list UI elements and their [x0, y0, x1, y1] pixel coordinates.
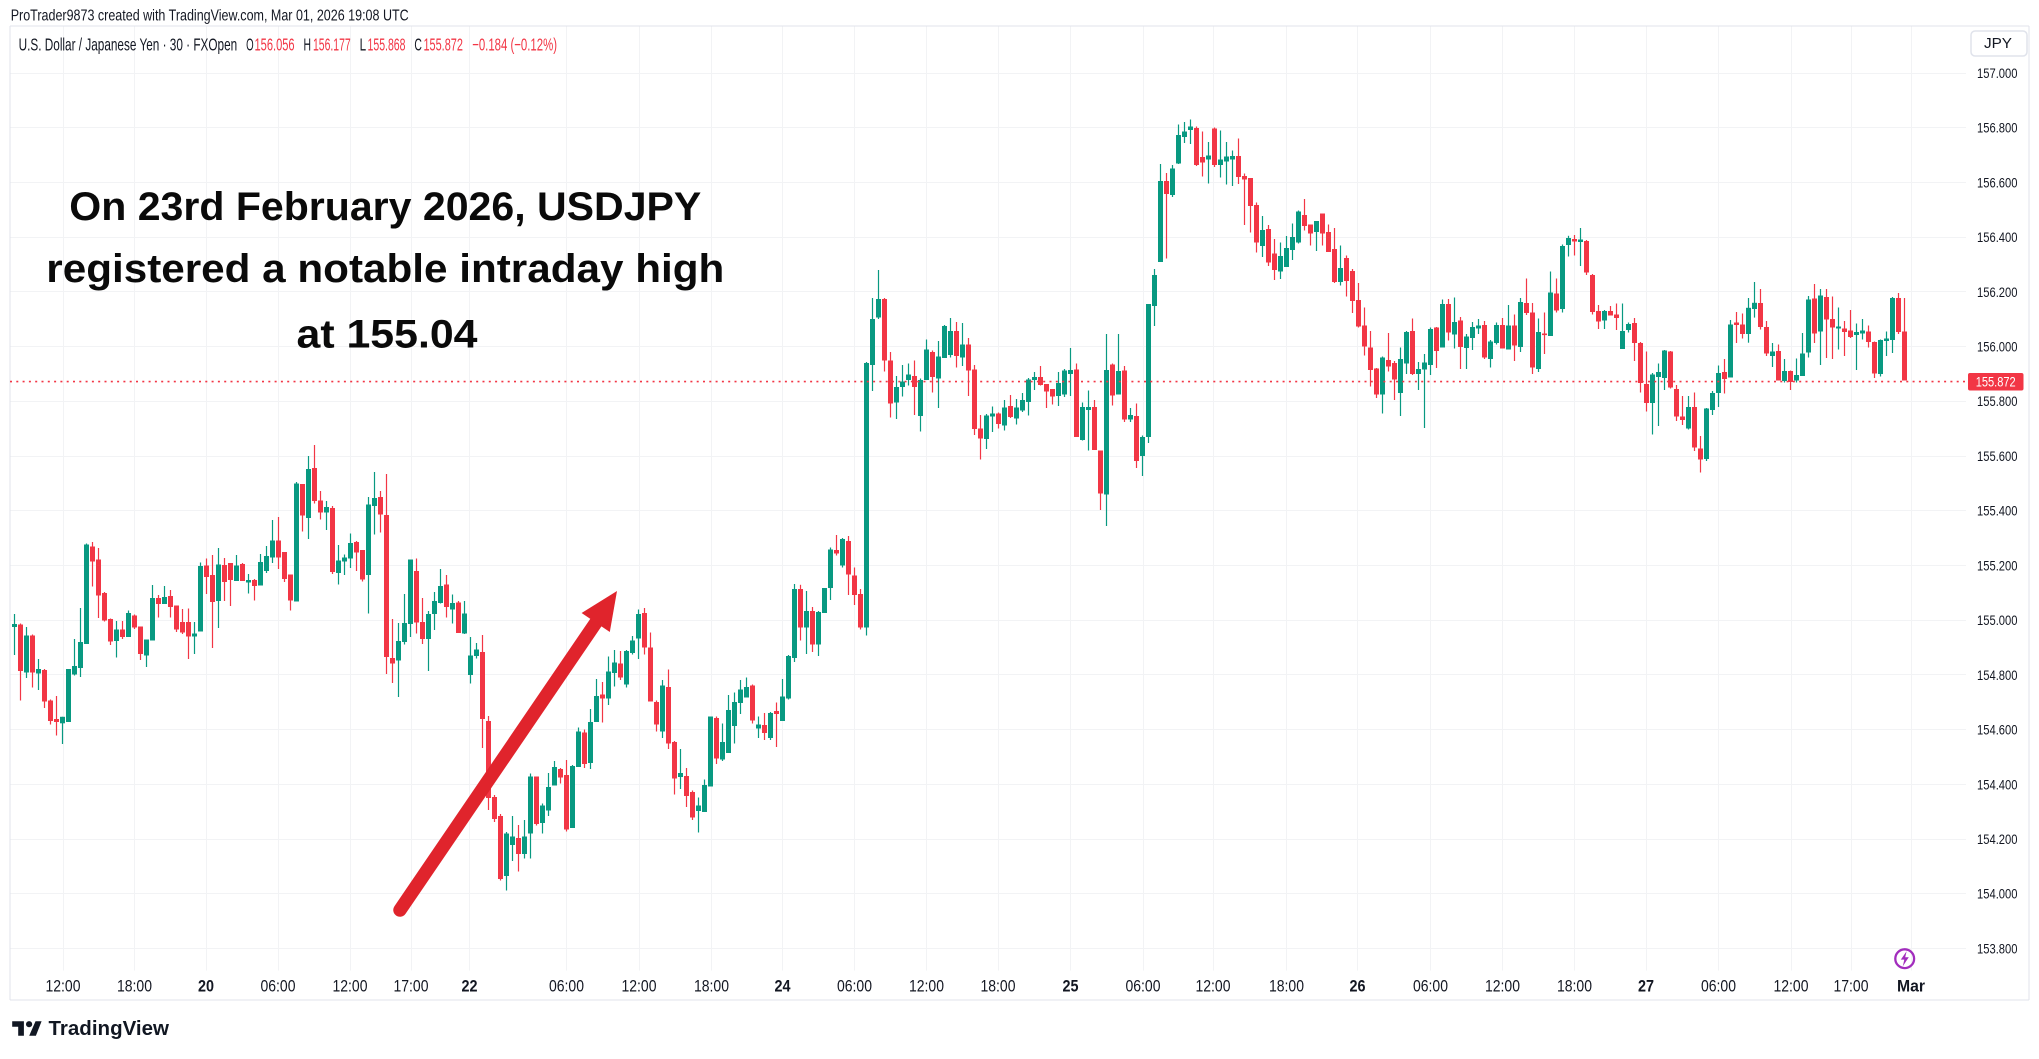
svg-text:On 23rd February 2026, USDJPY: On 23rd February 2026, USDJPY	[69, 185, 701, 229]
svg-text:155.872: 155.872	[424, 34, 463, 54]
svg-text:O: O	[246, 34, 254, 54]
svg-text:JPY: JPY	[1984, 36, 2012, 52]
svg-text:155.800: 155.800	[1977, 394, 2018, 409]
svg-text:06:00: 06:00	[1701, 978, 1736, 996]
svg-text:12:00: 12:00	[46, 978, 81, 996]
svg-text:17:00: 17:00	[394, 978, 429, 996]
svg-text:U.S. Dollar / Japanese Yen · 3: U.S. Dollar / Japanese Yen · 30 · FXOpen	[19, 34, 238, 54]
svg-text:156.177: 156.177	[313, 34, 351, 54]
svg-text:06:00: 06:00	[837, 978, 872, 996]
svg-text:156.800: 156.800	[1977, 121, 2018, 136]
svg-text:20: 20	[198, 978, 214, 996]
svg-text:155.000: 155.000	[1977, 613, 2018, 628]
svg-text:157.000: 157.000	[1977, 66, 2018, 81]
svg-text:12:00: 12:00	[1196, 978, 1231, 996]
svg-text:153.800: 153.800	[1977, 941, 2018, 956]
svg-text:registered a notable intraday: registered a notable intraday high	[46, 247, 724, 291]
svg-text:155.400: 155.400	[1977, 504, 2018, 519]
svg-text:17:00: 17:00	[1834, 978, 1869, 996]
svg-text:155.872: 155.872	[1976, 375, 2016, 390]
svg-text:154.000: 154.000	[1977, 887, 2018, 902]
svg-text:154.200: 154.200	[1977, 832, 2018, 847]
svg-text:24: 24	[775, 978, 792, 996]
svg-text:H: H	[304, 34, 312, 54]
svg-text:154.600: 154.600	[1977, 723, 2018, 738]
svg-text:156.056: 156.056	[255, 34, 295, 54]
svg-text:18:00: 18:00	[694, 978, 729, 996]
svg-text:25: 25	[1063, 978, 1079, 996]
svg-text:18:00: 18:00	[1269, 978, 1304, 996]
svg-text:27: 27	[1638, 978, 1654, 996]
svg-text:154.800: 154.800	[1977, 668, 2018, 683]
svg-text:156.600: 156.600	[1977, 175, 2018, 190]
svg-text:06:00: 06:00	[549, 978, 584, 996]
svg-text:26: 26	[1350, 978, 1366, 996]
svg-text:18:00: 18:00	[1557, 978, 1592, 996]
svg-text:12:00: 12:00	[909, 978, 944, 996]
svg-text:155.600: 155.600	[1977, 449, 2018, 464]
svg-text:06:00: 06:00	[1126, 978, 1161, 996]
svg-text:22: 22	[462, 978, 478, 996]
svg-text:L: L	[360, 34, 367, 54]
svg-text:at 155.04: at 155.04	[297, 312, 479, 356]
svg-text:−0.184 (−0.12%): −0.184 (−0.12%)	[472, 34, 557, 54]
svg-text:ProTrader9873 created with Tra: ProTrader9873 created with TradingView.c…	[11, 8, 409, 25]
svg-text:12:00: 12:00	[1774, 978, 1809, 996]
svg-text:156.000: 156.000	[1977, 340, 2018, 355]
svg-text:154.400: 154.400	[1977, 777, 2018, 792]
svg-text:TradingView: TradingView	[49, 1018, 170, 1040]
svg-text:12:00: 12:00	[622, 978, 657, 996]
svg-text:Mar: Mar	[1897, 978, 1926, 996]
svg-text:156.200: 156.200	[1977, 285, 2018, 300]
svg-text:12:00: 12:00	[1485, 978, 1520, 996]
svg-text:C: C	[414, 34, 422, 54]
svg-text:06:00: 06:00	[1413, 978, 1448, 996]
svg-text:12:00: 12:00	[333, 978, 368, 996]
svg-text:06:00: 06:00	[261, 978, 296, 996]
svg-text:18:00: 18:00	[981, 978, 1016, 996]
svg-text:155.868: 155.868	[368, 34, 406, 54]
svg-text:155.200: 155.200	[1977, 558, 2018, 573]
svg-text:18:00: 18:00	[117, 978, 152, 996]
svg-text:156.400: 156.400	[1977, 230, 2018, 245]
